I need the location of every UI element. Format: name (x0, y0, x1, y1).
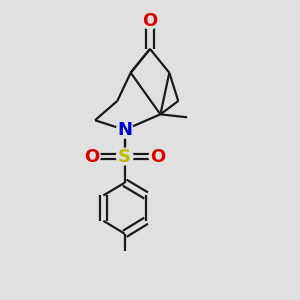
Circle shape (84, 148, 100, 165)
Text: O: O (84, 148, 100, 166)
Text: O: O (142, 12, 158, 30)
Circle shape (142, 12, 158, 29)
Text: S: S (118, 148, 131, 166)
Text: O: O (150, 148, 165, 166)
Text: N: N (117, 121, 132, 139)
Circle shape (149, 148, 166, 165)
Circle shape (116, 148, 133, 165)
Circle shape (116, 122, 133, 138)
